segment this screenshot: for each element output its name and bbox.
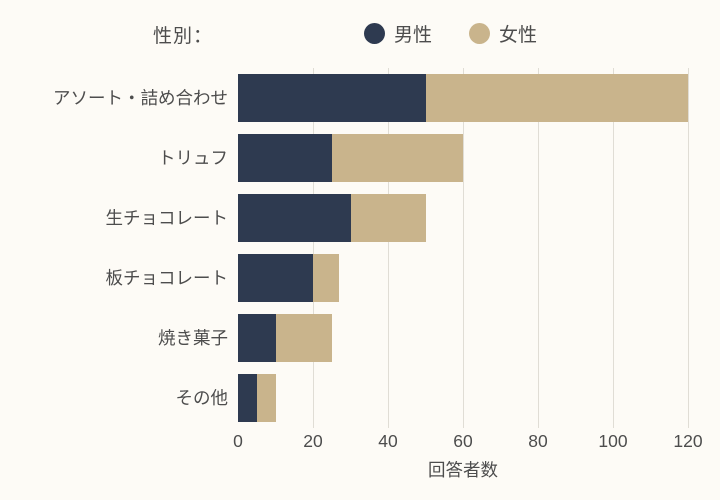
chart-legend: 男性 女性 <box>364 20 537 47</box>
legend-swatch-icon <box>364 23 385 44</box>
bar-segment-male[interactable] <box>238 74 426 122</box>
legend-item-female[interactable]: 女性 <box>469 20 537 47</box>
bar-row <box>238 194 426 242</box>
gridline-x-60 <box>462 68 464 428</box>
bar-segment-male[interactable] <box>238 374 257 422</box>
bar-segment-male[interactable] <box>238 314 276 362</box>
bar-segment-male[interactable] <box>238 194 351 242</box>
gridline-x-80 <box>537 68 539 428</box>
bar-segment-female[interactable] <box>313 254 340 302</box>
x-tick-label: 60 <box>453 431 473 451</box>
legend-item-male[interactable]: 男性 <box>364 20 432 47</box>
category-label: その他 <box>175 388 229 408</box>
legend-swatch-icon <box>469 23 491 44</box>
x-tick-label: 40 <box>378 431 398 451</box>
x-tick-label: 0 <box>233 431 243 451</box>
category-label: トリュフ <box>158 148 228 168</box>
category-label: アソート・詰め合わせ <box>53 88 228 108</box>
bar-segment-female[interactable] <box>350 194 426 242</box>
legend-title: 性別： <box>153 26 214 47</box>
x-tick-label: 100 <box>598 431 628 451</box>
bar-row <box>238 254 340 302</box>
gridline-x-120 <box>687 68 689 428</box>
bar-segment-female[interactable] <box>256 374 276 422</box>
bar-row <box>238 74 688 122</box>
bar-row <box>238 314 332 362</box>
bar-segment-male[interactable] <box>238 254 313 302</box>
x-tick-label: 80 <box>528 431 548 451</box>
bar-row <box>238 134 463 182</box>
category-label: 生チョコレート <box>105 208 229 228</box>
x-axis-title: 回答者数 <box>428 460 498 480</box>
bar-row <box>238 374 276 422</box>
bar-segment-female[interactable] <box>331 134 463 182</box>
legend-item-label: 男性 <box>394 25 433 46</box>
gridline-x-40 <box>387 68 389 428</box>
bar-segment-female[interactable] <box>275 314 332 362</box>
category-label: 板チョコレート <box>105 268 229 288</box>
x-tick-label: 120 <box>673 431 703 451</box>
legend-item-label: 女性 <box>499 25 538 46</box>
x-tick-label: 20 <box>303 431 323 451</box>
bar-segment-male[interactable] <box>238 134 332 182</box>
bar-segment-female[interactable] <box>425 74 688 122</box>
category-label: 焼き菓子 <box>158 328 228 348</box>
gridline-x-20 <box>312 68 314 428</box>
gridline-x-100 <box>612 68 614 428</box>
